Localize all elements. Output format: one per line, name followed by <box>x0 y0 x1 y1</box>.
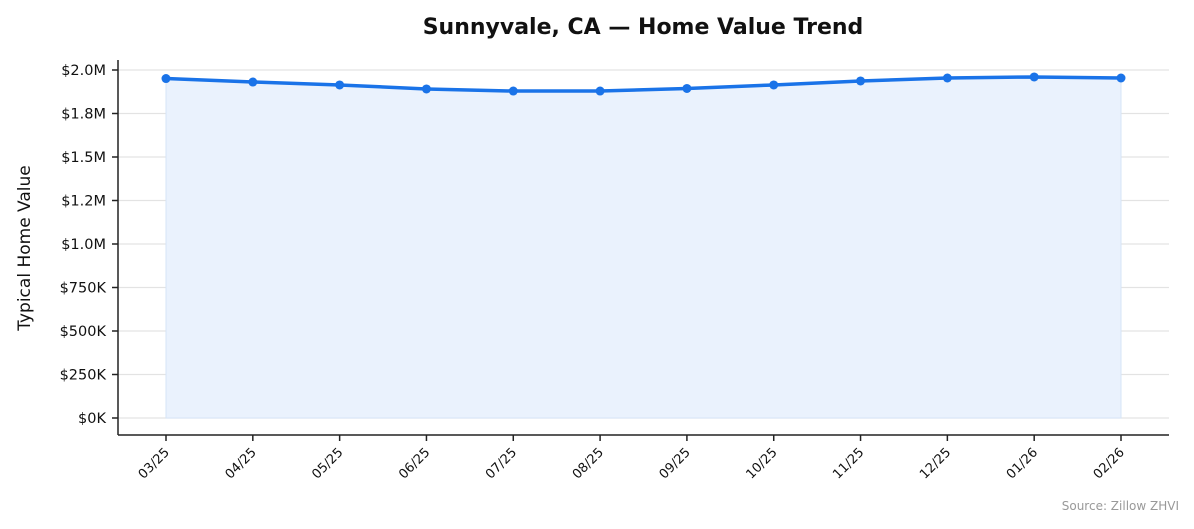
y-axis-label: Typical Home Value <box>15 165 35 332</box>
data-point <box>335 80 345 90</box>
y-axis-ticks: $0K $250K $500K $750K $1.0M $1.2M $1.5M $1.8M $2… <box>60 63 118 427</box>
y-tick-label: $2.0M <box>61 63 106 79</box>
x-tick-label: 02/26 <box>1091 445 1128 482</box>
data-line <box>165 75 1122 93</box>
x-tick-label: 07/25 <box>483 445 520 482</box>
data-point <box>248 77 258 87</box>
source-annotation: Source: Zillow ZHVI <box>1062 499 1179 513</box>
data-point <box>161 74 171 84</box>
chart-title: Sunnyvale, CA — Home Value Trend <box>423 15 864 40</box>
x-tick-label: 10/25 <box>743 445 780 482</box>
data-point <box>856 76 866 86</box>
y-tick-label: $1.0M <box>61 237 106 253</box>
y-tick-label: $0K <box>78 411 106 427</box>
y-tick-label: $750K <box>60 281 107 297</box>
x-tick-label: 05/25 <box>309 445 346 482</box>
y-tick-label: $250K <box>60 368 107 384</box>
data-point <box>1029 72 1039 82</box>
axes <box>117 60 1169 436</box>
y-tick-label: $1.8M <box>61 107 106 123</box>
y-tick-label: $1.2M <box>61 194 106 210</box>
x-tick-label: 01/26 <box>1004 445 1041 482</box>
x-tick-label: 06/25 <box>396 445 433 482</box>
data-point <box>595 86 605 96</box>
area-fill <box>165 76 1122 419</box>
x-tick-label: 03/25 <box>136 445 173 482</box>
y-tick-label: $500K <box>60 324 107 340</box>
data-point <box>942 73 952 83</box>
x-axis-ticks: 03/25 04/25 05/25 06/25 07/25 08/25 09/25 10/25… <box>136 435 1128 482</box>
area-fill-path <box>165 76 1122 419</box>
y-tick-label: $1.5M <box>61 150 106 166</box>
x-tick-label: 04/25 <box>223 445 260 482</box>
data-point <box>682 83 692 93</box>
series-line <box>165 75 1122 93</box>
x-tick-label: 08/25 <box>570 445 607 482</box>
data-point <box>1116 73 1126 83</box>
x-tick-label: 12/25 <box>917 445 954 482</box>
data-point <box>508 86 518 96</box>
data-points <box>161 72 1126 96</box>
x-tick-label: 09/25 <box>657 445 694 482</box>
data-point <box>421 84 431 94</box>
x-tick-label: 11/25 <box>830 445 867 482</box>
data-point <box>769 80 779 90</box>
